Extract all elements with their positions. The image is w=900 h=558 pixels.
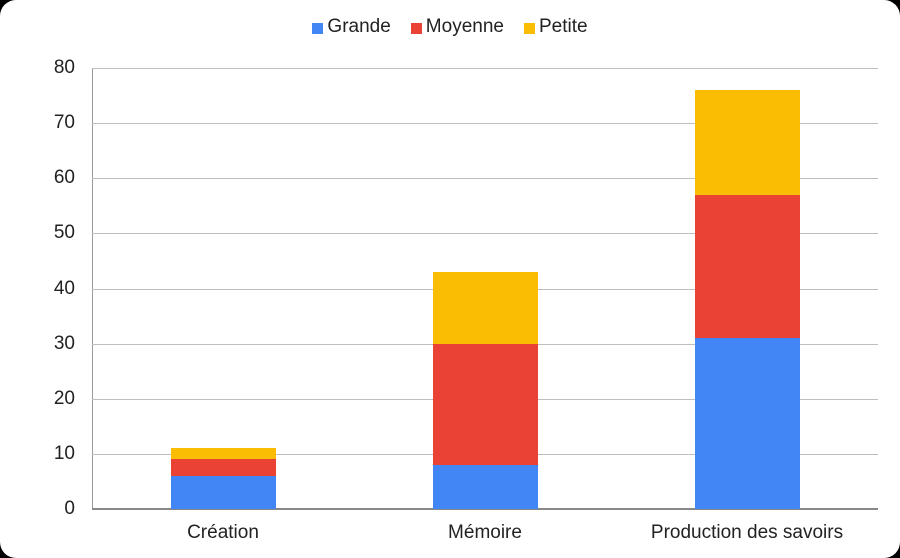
bar-segment-moyenne [432, 343, 538, 465]
legend-swatch-moyenne [410, 23, 422, 34]
legend: Grande Moyenne Petite [0, 16, 900, 38]
bar-segment-petite [170, 448, 276, 460]
bar-segment-petite [694, 90, 800, 195]
y-tick-label: 80 [53, 57, 75, 78]
y-tick-label: 50 [53, 222, 75, 244]
bar-stack [170, 68, 276, 509]
legend-label: Petite [538, 16, 588, 37]
bar-segment-grande [694, 338, 800, 509]
y-tick-label: 40 [53, 277, 75, 299]
x-tick-label: Production des savoirs [650, 522, 844, 543]
gridline [92, 68, 878, 69]
y-tick-label: 0 [64, 498, 75, 519]
y-tick-label: 30 [53, 332, 75, 354]
gridline [92, 123, 878, 125]
y-tick-label: 20 [53, 387, 75, 409]
bar-segment-moyenne [170, 459, 276, 476]
bar-stack [432, 68, 538, 509]
y-tick-label: 10 [53, 442, 75, 464]
legend-item-moyenne: Moyenne [410, 16, 504, 38]
gridline [92, 178, 878, 180]
bar-stack [694, 68, 800, 509]
bar-segment-petite [432, 271, 538, 344]
x-tick-label: Mémoire [448, 522, 522, 543]
bar-segment-grande [170, 475, 276, 509]
legend-label: Grande [327, 16, 391, 37]
x-tick-label: Création [187, 522, 259, 543]
x-axis-baseline [92, 508, 878, 510]
bar-segment-grande [432, 464, 538, 509]
y-tick-label: 70 [53, 112, 75, 134]
legend-label: Moyenne [425, 16, 504, 37]
legend-item-grande: Grande [312, 16, 391, 38]
plot-area [92, 68, 878, 510]
legend-swatch-grande [312, 23, 324, 34]
bar-segment-moyenne [694, 194, 800, 339]
gridline [92, 233, 878, 235]
y-tick-label: 60 [53, 167, 75, 189]
legend-swatch-petite [523, 23, 535, 34]
legend-item-petite: Petite [523, 16, 588, 38]
